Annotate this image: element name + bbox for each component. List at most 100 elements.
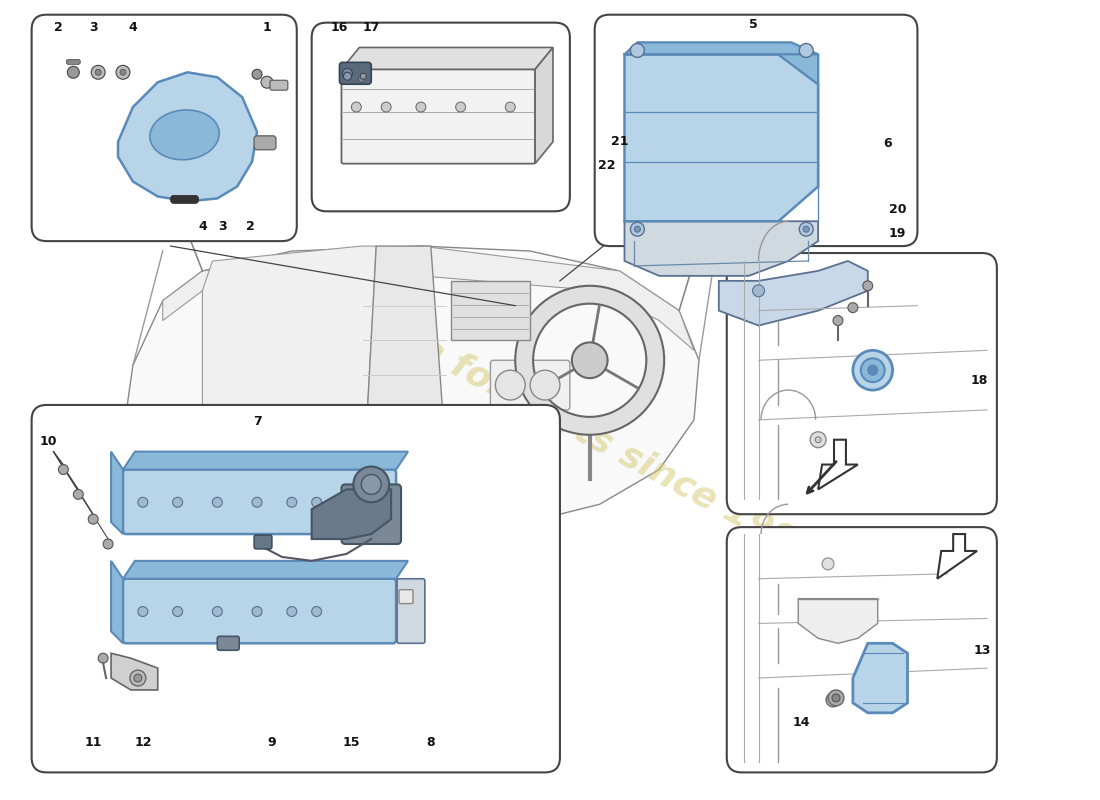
Circle shape	[800, 43, 813, 58]
Text: 5: 5	[749, 18, 758, 31]
Circle shape	[351, 102, 361, 112]
FancyBboxPatch shape	[270, 80, 288, 90]
Circle shape	[361, 474, 382, 494]
Circle shape	[852, 350, 892, 390]
FancyBboxPatch shape	[491, 360, 570, 410]
FancyBboxPatch shape	[170, 195, 198, 203]
Text: 11: 11	[85, 736, 102, 749]
Polygon shape	[818, 440, 858, 490]
Text: 3: 3	[89, 21, 98, 34]
Circle shape	[353, 466, 389, 502]
Polygon shape	[311, 490, 392, 539]
FancyBboxPatch shape	[341, 70, 535, 164]
Circle shape	[868, 366, 878, 375]
Circle shape	[382, 102, 392, 112]
Circle shape	[630, 43, 645, 58]
Text: 3: 3	[218, 220, 227, 233]
FancyBboxPatch shape	[123, 470, 396, 534]
FancyBboxPatch shape	[727, 253, 997, 514]
Polygon shape	[625, 42, 818, 54]
Circle shape	[120, 70, 127, 75]
Ellipse shape	[150, 110, 219, 160]
FancyBboxPatch shape	[727, 527, 997, 772]
Text: 19: 19	[889, 226, 906, 240]
FancyBboxPatch shape	[341, 485, 402, 544]
Polygon shape	[111, 452, 123, 534]
Circle shape	[103, 539, 113, 549]
Circle shape	[252, 606, 262, 617]
FancyBboxPatch shape	[311, 22, 570, 211]
Polygon shape	[852, 643, 907, 713]
FancyBboxPatch shape	[595, 14, 917, 246]
Text: 10: 10	[40, 435, 57, 448]
Text: 9: 9	[267, 736, 276, 749]
Circle shape	[833, 315, 843, 326]
FancyBboxPatch shape	[254, 136, 276, 150]
FancyBboxPatch shape	[66, 59, 80, 64]
Polygon shape	[937, 534, 977, 578]
Polygon shape	[163, 246, 694, 350]
Text: 2: 2	[54, 21, 63, 34]
FancyBboxPatch shape	[218, 636, 239, 650]
Text: 7: 7	[253, 415, 262, 428]
Circle shape	[212, 498, 222, 507]
Circle shape	[800, 222, 813, 236]
Circle shape	[130, 670, 146, 686]
Text: 17: 17	[363, 21, 379, 34]
Polygon shape	[111, 654, 157, 690]
Polygon shape	[535, 47, 553, 164]
Circle shape	[173, 606, 183, 617]
Circle shape	[212, 606, 222, 617]
Circle shape	[530, 370, 560, 400]
Circle shape	[58, 465, 68, 474]
Text: 14: 14	[792, 716, 810, 730]
Polygon shape	[799, 598, 878, 643]
Circle shape	[287, 606, 297, 617]
Circle shape	[572, 342, 607, 378]
Circle shape	[252, 70, 262, 79]
Circle shape	[635, 226, 640, 232]
Polygon shape	[625, 54, 818, 222]
Circle shape	[811, 432, 826, 448]
Circle shape	[173, 498, 183, 507]
Circle shape	[630, 222, 645, 236]
Text: passion for parts since 1985: passion for parts since 1985	[297, 269, 823, 570]
Circle shape	[832, 694, 840, 702]
FancyBboxPatch shape	[397, 578, 425, 643]
Polygon shape	[123, 246, 699, 524]
Circle shape	[752, 285, 764, 297]
Text: 13: 13	[974, 644, 991, 657]
Circle shape	[88, 514, 98, 524]
Text: 12: 12	[134, 736, 152, 749]
Circle shape	[74, 490, 84, 499]
Circle shape	[98, 654, 108, 663]
Text: 22: 22	[598, 159, 615, 172]
Circle shape	[815, 437, 821, 442]
Circle shape	[116, 66, 130, 79]
Circle shape	[861, 358, 884, 382]
FancyBboxPatch shape	[32, 14, 297, 241]
FancyBboxPatch shape	[399, 590, 412, 603]
Text: 1: 1	[263, 21, 272, 34]
Circle shape	[505, 102, 515, 112]
Circle shape	[134, 674, 142, 682]
Circle shape	[311, 606, 321, 617]
Circle shape	[359, 76, 364, 82]
FancyBboxPatch shape	[254, 535, 272, 549]
Text: 2: 2	[245, 220, 254, 233]
Circle shape	[311, 498, 321, 507]
Circle shape	[455, 102, 465, 112]
Circle shape	[361, 74, 366, 79]
Text: 16: 16	[331, 21, 349, 34]
Polygon shape	[341, 47, 553, 70]
Polygon shape	[123, 452, 408, 470]
Polygon shape	[625, 42, 818, 84]
Text: 21: 21	[610, 135, 628, 148]
Circle shape	[828, 690, 844, 706]
Polygon shape	[202, 246, 376, 524]
Circle shape	[261, 76, 273, 88]
Text: 15: 15	[342, 736, 360, 749]
Text: 4: 4	[129, 21, 138, 34]
Polygon shape	[718, 261, 868, 326]
Text: 8: 8	[427, 736, 436, 749]
